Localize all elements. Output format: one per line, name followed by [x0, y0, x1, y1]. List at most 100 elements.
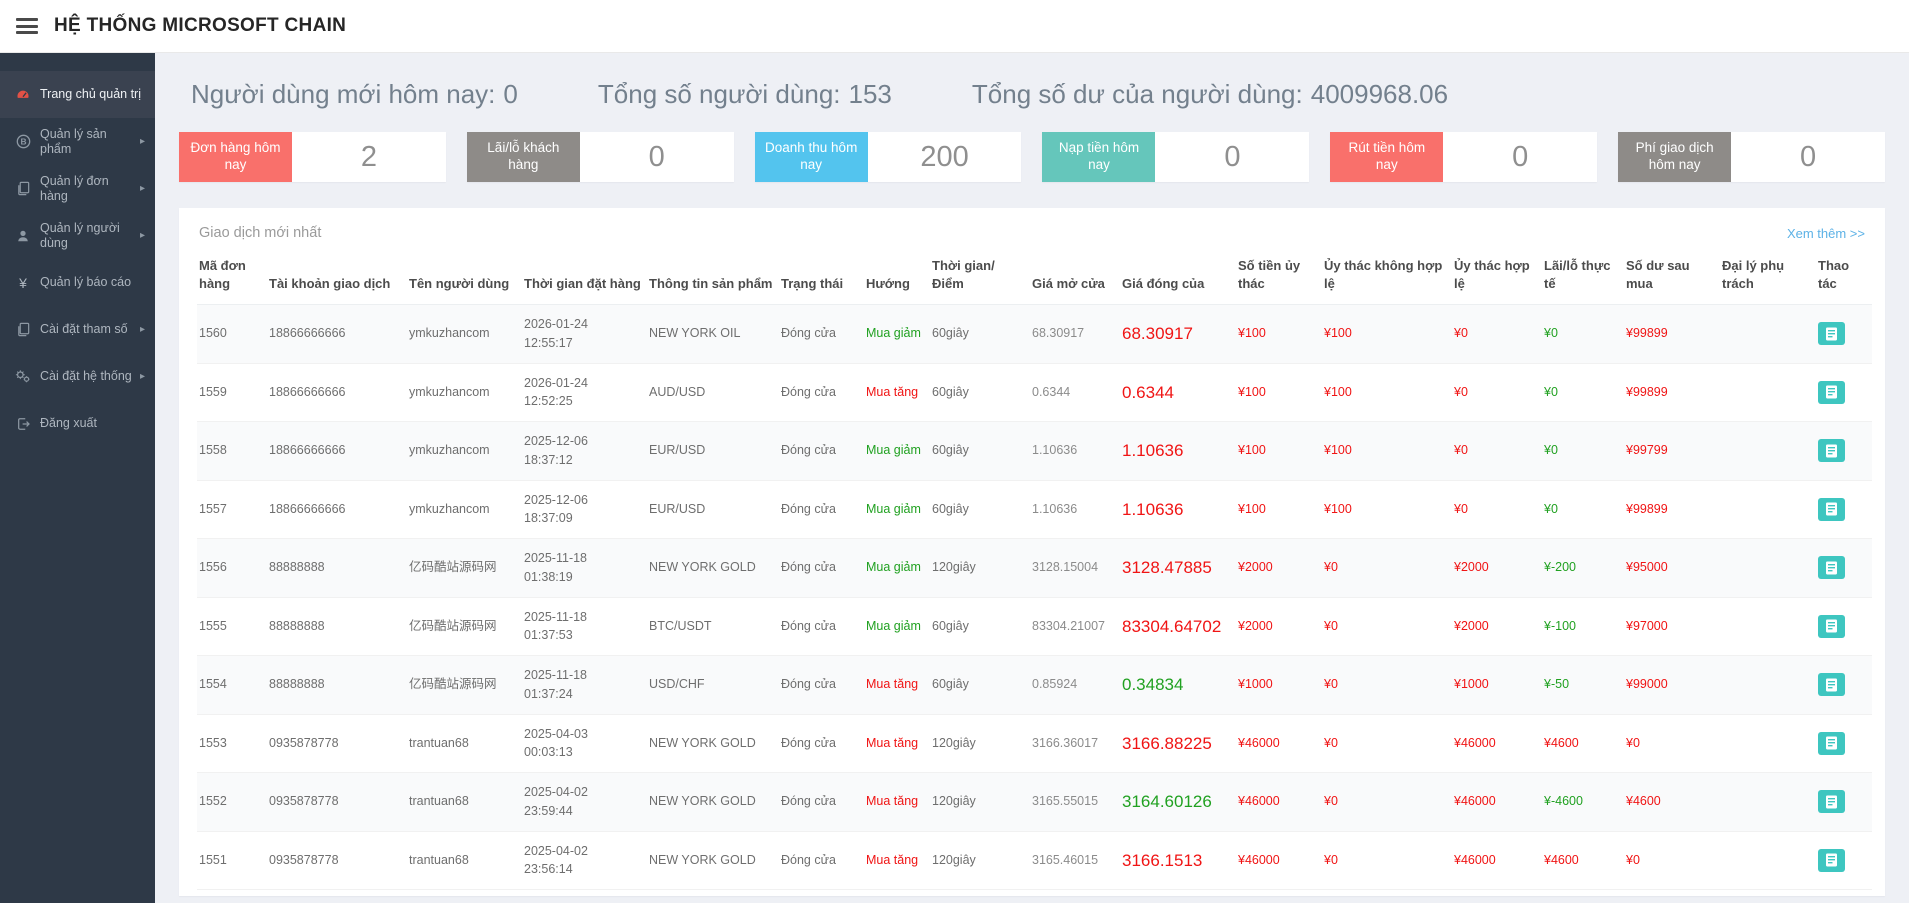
cell-valid-trust: ¥46000 — [1452, 831, 1542, 891]
cell-username: trantuan68 — [407, 714, 522, 774]
cell-direction: Mua giảm — [864, 597, 930, 657]
order-detail-button[interactable] — [1818, 556, 1845, 580]
cell-invalid-trust: ¥0 — [1322, 714, 1452, 774]
cell-valid-trust: ¥1000 — [1452, 655, 1542, 715]
stat-card-orders-today: Đơn hàng hôm nay 2 — [179, 132, 446, 182]
order-detail-button[interactable] — [1818, 497, 1845, 521]
sidebar-item-reports[interactable]: ¥ Quản lý báo cáo — [0, 259, 155, 306]
cell-username: trantuan68 — [407, 772, 522, 832]
cell-close-price: 83304.64702 — [1120, 597, 1236, 657]
table-row: 1551 0935878778 trantuan68 2025-04-02 23:56… — [197, 831, 1872, 891]
cell-product-info: AUD/USD — [647, 363, 779, 423]
order-detail-button[interactable] — [1818, 439, 1845, 463]
table-row: 1557 18866666666 ymkuzhancom 2025-12-06 18:… — [197, 480, 1872, 540]
cell-close-price: 1.10636 — [1120, 421, 1236, 481]
stat-value: 0 — [1512, 140, 1529, 173]
cell-balance-after-buy: ¥99000 — [1624, 655, 1720, 715]
cell-order-time: 2025-12-06 18:37:12 — [522, 421, 647, 481]
table-row: 1559 18866666666 ymkuzhancom 2026-01-24 12:… — [197, 363, 1872, 423]
column-header-open-price: Giá mở cửa — [1030, 249, 1120, 306]
order-detail-button[interactable] — [1818, 848, 1845, 872]
cell-close-price: 0.6344 — [1120, 363, 1236, 423]
sidebar-item-users[interactable]: Quản lý người dùng ▸ — [0, 212, 155, 259]
summary-new-users-value: 0 — [503, 79, 518, 109]
cell-agent — [1720, 772, 1816, 832]
cell-status: Đóng cửa — [779, 831, 864, 891]
order-detail-button[interactable] — [1818, 731, 1845, 755]
files-icon — [14, 181, 32, 197]
sidebar-item-logout[interactable]: Đăng xuất — [0, 400, 155, 447]
column-header-valid-trust: Ủy thác hợp lệ — [1452, 249, 1542, 306]
panel-title: Giao dịch mới nhất — [199, 225, 322, 241]
cell-close-price: 3166.88225 — [1120, 714, 1236, 774]
cell-trust-amount: ¥100 — [1236, 363, 1322, 423]
sidebar-item-orders[interactable]: Quản lý đơn hàng ▸ — [0, 165, 155, 212]
order-detail-button[interactable] — [1818, 322, 1845, 346]
chevron-right-icon: ▸ — [139, 324, 145, 335]
cell-trade-account: 0935878778 — [267, 831, 407, 891]
column-header-status: Trạng thái — [779, 249, 864, 306]
sidebar-item-products[interactable]: B Quản lý sản phẩm ▸ — [0, 118, 155, 165]
cell-duration: 60giây — [930, 480, 1030, 540]
cell-trust-amount: ¥46000 — [1236, 714, 1322, 774]
cell-status: Đóng cửa — [779, 538, 864, 598]
coin-icon: B — [14, 134, 32, 150]
cell-trade-account: 88888888 — [267, 655, 407, 715]
cell-order-time: 2025-04-02 23:56:14 — [522, 831, 647, 891]
stat-value: 2 — [360, 140, 377, 173]
cell-trust-amount: ¥2000 — [1236, 538, 1322, 598]
sidebar-item-dashboard[interactable]: Trang chủ quản trị — [0, 71, 155, 118]
gears-icon — [14, 369, 32, 385]
see-more-link[interactable]: Xem thêm >> — [1786, 225, 1865, 241]
sidebar-item-system-settings[interactable]: Cài đặt hệ thống ▸ — [0, 353, 155, 400]
cell-open-price: 1.10636 — [1030, 421, 1120, 481]
form-icon — [1826, 502, 1837, 516]
cell-direction: Mua tăng — [864, 772, 930, 832]
cell-balance-after-buy: ¥4600 — [1624, 772, 1720, 832]
cell-trust-amount: ¥46000 — [1236, 831, 1322, 891]
cell-trade-account: 18866666666 — [267, 304, 407, 364]
main-content: Người dùng mới hôm nay: 0 Tổng số người d… — [155, 53, 1909, 903]
cell-actual-pnl: ¥-4600 — [1542, 772, 1624, 832]
stat-card-revenue-today: Doanh thu hôm nay 200 — [754, 132, 1022, 182]
cell-open-price: 0.85924 — [1030, 655, 1120, 715]
summary-new-users: Người dùng mới hôm nay: 0 — [191, 79, 518, 109]
cell-order-id: 1553 — [197, 714, 267, 774]
cell-invalid-trust: ¥0 — [1322, 831, 1452, 891]
column-header-trust-amount: Số tiền ủy thác — [1236, 249, 1322, 306]
cell-username: ymkuzhancom — [407, 480, 522, 540]
cell-direction: Mua tăng — [864, 655, 930, 715]
cell-actions — [1816, 714, 1872, 774]
order-detail-button[interactable] — [1818, 614, 1845, 638]
chevron-right-icon: ▸ — [139, 371, 145, 382]
cell-actual-pnl: ¥0 — [1542, 304, 1624, 364]
cell-actions — [1816, 597, 1872, 657]
cell-direction: Mua tăng — [864, 363, 930, 423]
sidebar-item-parameters[interactable]: Cài đặt tham số ▸ — [0, 306, 155, 353]
sidebar: Trang chủ quản trị B Quản lý sản phẩm ▸ … — [0, 53, 155, 903]
cell-duration: 60giây — [930, 655, 1030, 715]
cell-actual-pnl: ¥-50 — [1542, 655, 1624, 715]
cell-valid-trust: ¥0 — [1452, 304, 1542, 364]
cell-invalid-trust: ¥100 — [1322, 421, 1452, 481]
cell-product-info: NEW YORK GOLD — [647, 831, 779, 891]
cell-order-time: 2025-12-06 18:37:09 — [522, 480, 647, 540]
cell-duration: 60giây — [930, 304, 1030, 364]
menu-toggle-icon[interactable] — [16, 18, 38, 34]
cell-actions — [1816, 831, 1872, 891]
column-header-balance-after-buy: Số dư sau mua — [1624, 249, 1720, 306]
cell-open-price: 3165.46015 — [1030, 831, 1120, 891]
files-icon — [14, 322, 32, 338]
form-icon — [1826, 444, 1837, 458]
cell-actions — [1816, 421, 1872, 481]
cell-trade-account: 18866666666 — [267, 363, 407, 423]
order-detail-button[interactable] — [1818, 790, 1845, 814]
column-header-direction: Hướng — [864, 249, 930, 306]
cell-actual-pnl: ¥-100 — [1542, 597, 1624, 657]
cell-order-id: 1559 — [197, 363, 267, 423]
cell-product-info: EUR/USD — [647, 480, 779, 540]
column-header-product-info: Thông tin sản phẩm — [647, 249, 779, 306]
order-detail-button[interactable] — [1818, 380, 1845, 404]
order-detail-button[interactable] — [1818, 673, 1845, 697]
